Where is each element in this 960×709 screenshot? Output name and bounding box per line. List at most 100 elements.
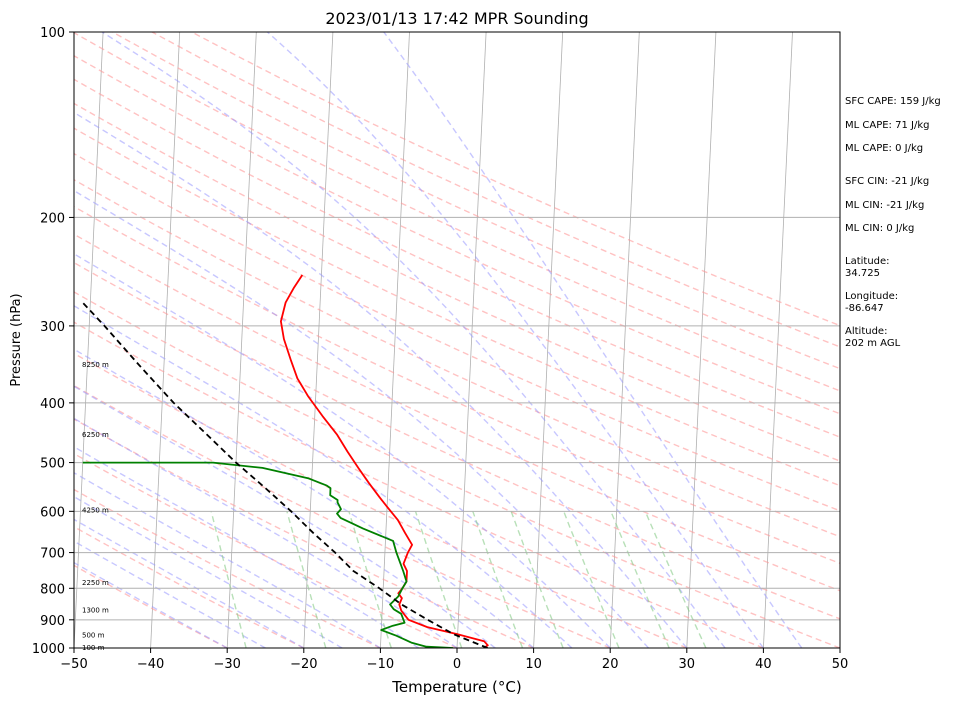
mixing-ratio-line xyxy=(472,511,524,648)
moist-adiabat-line xyxy=(383,32,803,648)
y-tick-label: 600 xyxy=(40,505,65,520)
sfc-cape-text: SFC CAPE: 159 J/kg xyxy=(845,96,941,107)
isotherm-line xyxy=(74,32,104,648)
x-tick-label: 10 xyxy=(525,657,542,672)
y-tick-label: 700 xyxy=(40,547,65,562)
isotherm-line xyxy=(763,32,793,648)
x-axis-ticks: −50 −40 −30 −20 −10 0 10 20 30 40 50 xyxy=(60,648,848,672)
moist-adiabat-line xyxy=(74,385,496,648)
background-lines xyxy=(74,32,840,648)
mixing-ratio-line xyxy=(563,511,620,648)
stats-panel: SFC CAPE: 159 J/kg ML CAPE: 71 J/kg ML C… xyxy=(845,96,941,349)
x-tick-label: −20 xyxy=(290,657,317,672)
dry-adiabat-line xyxy=(74,205,840,565)
dry-adiabat-line xyxy=(74,127,840,487)
mixing-ratio-line xyxy=(644,511,707,648)
dry-adiabat-line xyxy=(74,564,228,648)
temperature-profile-line xyxy=(279,274,489,648)
pressure-grid xyxy=(74,31,840,649)
dry-adiabat-line xyxy=(74,261,840,620)
chart-title: 2023/01/13 17:42 MPR Sounding xyxy=(325,9,588,28)
isotherm-line xyxy=(380,32,410,648)
altitude-value: 202 m AGL xyxy=(845,338,901,349)
height-label: 500 m xyxy=(82,632,105,640)
height-label: 1300 m xyxy=(82,606,109,614)
moist-adiabat-line xyxy=(74,446,420,648)
mixing-ratio-line xyxy=(510,511,564,648)
ml-cape-text-2: ML CAPE: 0 J/kg xyxy=(845,143,923,154)
moist-adiabat-line xyxy=(74,540,266,648)
moist-adiabat-line xyxy=(74,253,611,648)
dry-adiabat-line xyxy=(74,78,840,438)
longitude-label: Longitude: xyxy=(845,291,898,302)
dry-adiabat-line xyxy=(111,32,840,370)
x-tick-label: 40 xyxy=(755,657,772,672)
x-tick-label: −50 xyxy=(60,657,87,672)
dry-adiabat-line xyxy=(74,152,840,512)
y-tick-label: 200 xyxy=(40,211,65,226)
dry-adiabat-line xyxy=(74,418,534,648)
y-tick-label: 900 xyxy=(40,614,65,629)
ml-cin-text-2: ML CIN: 0 J/kg xyxy=(845,223,914,234)
moist-adiabat-line xyxy=(74,417,458,648)
x-tick-label: −40 xyxy=(137,657,164,672)
dry-adiabat-line xyxy=(74,352,688,648)
dry-adiabat-line xyxy=(74,233,840,592)
x-axis-label: Temperature (°C) xyxy=(391,678,521,696)
x-tick-label: −30 xyxy=(213,657,240,672)
y-tick-label: 400 xyxy=(40,397,65,412)
altitude-label: Altitude: xyxy=(845,326,887,337)
dry-adiabat-line xyxy=(74,32,840,392)
dewpoint-profile-line xyxy=(82,461,454,648)
moist-adiabat-line xyxy=(74,111,688,648)
x-tick-label: −10 xyxy=(367,657,394,672)
y-axis-ticks: 100 200 300 400 500 600 700 800 900 1000 xyxy=(32,26,74,657)
x-tick-label: 30 xyxy=(679,657,696,672)
height-label: 2250 m xyxy=(82,579,109,587)
height-label: 6250 m xyxy=(82,431,109,439)
isotherm-line xyxy=(303,32,334,648)
y-tick-label: 800 xyxy=(40,582,65,597)
dry-adiabat-line xyxy=(74,321,764,648)
dry-adiabat-line xyxy=(74,291,840,648)
latitude-label: Latitude: xyxy=(845,256,890,267)
isotherm-line xyxy=(609,32,640,648)
y-tick-label: 500 xyxy=(40,457,65,472)
y-tick-label: 1000 xyxy=(32,642,65,657)
moist-adiabat-line xyxy=(74,471,381,648)
parcel-path-line xyxy=(82,301,488,648)
height-label: 8250 m xyxy=(82,361,109,369)
dry-adiabat-line xyxy=(151,32,840,348)
dry-adiabat-line xyxy=(74,102,840,462)
y-tick-label: 100 xyxy=(40,26,65,41)
moist-adiabat-line xyxy=(74,561,228,648)
profile-series xyxy=(82,274,489,648)
moist-adiabat-line xyxy=(101,32,726,648)
longitude-value: -86.647 xyxy=(845,303,884,314)
moist-adiabat-line xyxy=(74,189,650,648)
dry-adiabat-line xyxy=(74,452,458,648)
y-tick-label: 300 xyxy=(40,320,65,335)
x-tick-label: 50 xyxy=(832,657,849,672)
x-tick-label: 20 xyxy=(602,657,619,672)
y-axis-label: Pressure (hPa) xyxy=(9,293,24,386)
latitude-value: 34.725 xyxy=(845,268,880,279)
dry-adiabat-line xyxy=(74,384,611,648)
ml-cin-text-1: ML CIN: -21 J/kg xyxy=(845,200,924,211)
ml-cape-text-1: ML CAPE: 71 J/kg xyxy=(845,120,929,131)
dry-adiabat-line xyxy=(74,54,840,415)
isotherm-line xyxy=(456,32,487,648)
isotherm-line xyxy=(686,32,717,648)
height-label: 4250 m xyxy=(82,506,109,514)
mixing-ratio-line xyxy=(414,511,463,648)
mixing-ratio-line xyxy=(610,511,670,648)
plot-frame xyxy=(73,31,841,649)
moist-adiabat-line xyxy=(266,32,764,648)
moist-adiabat-line xyxy=(74,348,535,648)
isotherm-line xyxy=(226,32,257,648)
sfc-cin-text: SFC CIN: -21 J/kg xyxy=(845,176,929,187)
isotherm-line xyxy=(150,32,181,648)
dry-adiabat-line xyxy=(74,178,840,538)
